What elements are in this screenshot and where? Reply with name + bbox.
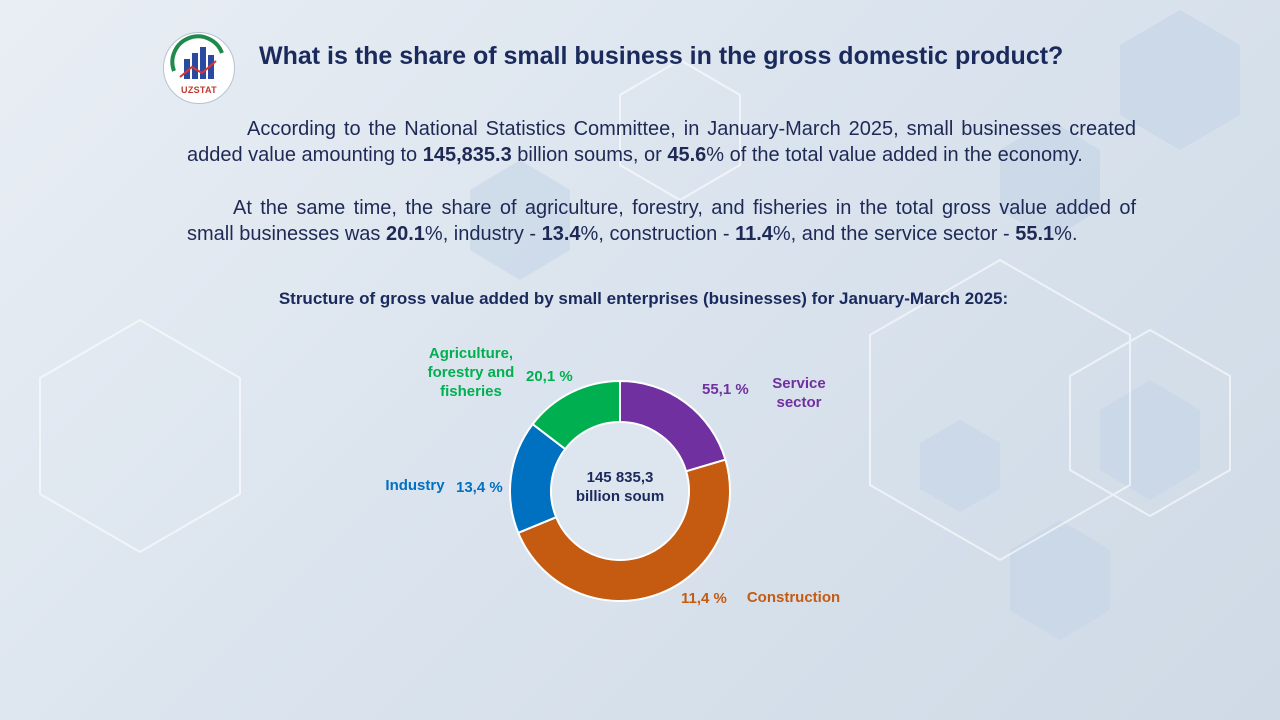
page-title: What is the share of small business in t… [259, 42, 1064, 70]
donut-slice-construction [516, 458, 731, 602]
paragraph-2: At the same time, the share of agricultu… [187, 197, 1136, 245]
donut-hole [552, 423, 688, 559]
center-unit: billion soum [575, 488, 665, 505]
donut-center-label: 145 835,3 billion soum [560, 468, 680, 506]
slice-value-agriculture: 20,1 % [526, 368, 573, 385]
paragraph-1: According to the National Statistics Com… [187, 118, 1136, 166]
uzstat-logo: UZSTAT [163, 32, 235, 104]
center-total: 145 835,3 [586, 469, 654, 486]
slice-label-agriculture: Agriculture, forestry and fisheries [427, 345, 515, 400]
slice-label-service: Service sector [772, 375, 826, 411]
slice-value-construction: 11,4 % [681, 590, 727, 607]
chart-title: Structure of gross value added by small … [278, 289, 1009, 308]
slice-label-industry: Industry [385, 477, 445, 494]
logo-label: UZSTAT [181, 85, 217, 95]
slice-value-service: 55,1 % [702, 381, 749, 398]
donut-slice-agriculture [531, 379, 621, 451]
slice-value-industry: 13,4 % [456, 479, 503, 496]
slice-label-construction: Construction [746, 589, 841, 606]
